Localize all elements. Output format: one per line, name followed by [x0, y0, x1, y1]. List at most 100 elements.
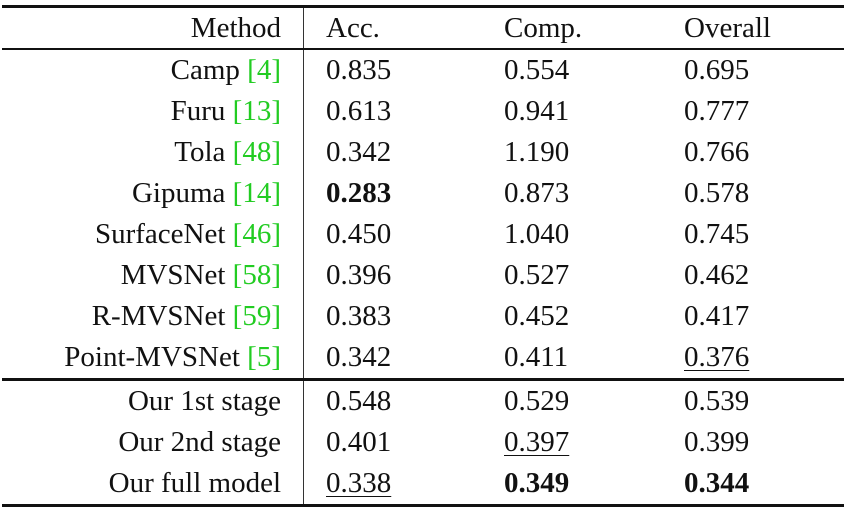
value: 0.376 — [684, 341, 750, 373]
value-cell: 0.539 — [662, 380, 844, 423]
method-name: Point-MVSNet — [64, 341, 240, 373]
value: 0.342 — [326, 136, 392, 168]
table-row: MVSNet [58] 0.396 0.527 0.462 — [2, 255, 844, 296]
value-cell: 0.401 — [304, 422, 483, 463]
value: 1.190 — [504, 136, 570, 168]
value: 0.578 — [684, 177, 750, 209]
method-cell: Tola [48] — [2, 132, 304, 173]
value: 0.766 — [684, 136, 750, 168]
value: 0.539 — [684, 385, 750, 417]
value: 0.695 — [684, 54, 750, 86]
table-row: Tola [48] 0.342 1.190 0.766 — [2, 132, 844, 173]
method-name: Furu — [170, 95, 226, 127]
value-cell: 1.040 — [482, 214, 662, 255]
method-cell: MVSNet [58] — [2, 255, 304, 296]
value-cell: 0.342 — [304, 337, 483, 380]
value: 0.411 — [504, 341, 569, 373]
value-cell: 0.777 — [662, 91, 844, 132]
method-name: Our 1st stage — [127, 385, 281, 417]
value: 0.399 — [684, 426, 750, 458]
method-name: Our full model — [108, 467, 281, 499]
citation[interactable]: [5] — [247, 341, 281, 373]
table-row: R-MVSNet [59] 0.383 0.452 0.417 — [2, 296, 844, 337]
value: 0.450 — [326, 218, 392, 250]
table-row: Gipuma [14] 0.283 0.873 0.578 — [2, 173, 844, 214]
method-cell: Furu [13] — [2, 91, 304, 132]
method-cell: Gipuma [14] — [2, 173, 304, 214]
value-cell: 0.411 — [482, 337, 662, 380]
value-cell: 0.452 — [482, 296, 662, 337]
row-group: Our 1st stage 0.548 0.529 0.539 Our 2nd stag… — [2, 379, 844, 506]
value: 0.873 — [504, 177, 570, 209]
value: 0.777 — [684, 95, 750, 127]
value: 0.396 — [326, 259, 392, 291]
value-cell: 0.417 — [662, 296, 844, 337]
method-cell: Camp [4] — [2, 49, 304, 91]
value: 0.462 — [684, 259, 750, 291]
value-cell: 1.190 — [482, 132, 662, 173]
value: 0.383 — [326, 300, 392, 332]
citation[interactable]: [14] — [232, 177, 281, 209]
citation[interactable]: [48] — [232, 136, 281, 168]
citation[interactable]: [58] — [232, 259, 281, 291]
value: 1.040 — [504, 218, 570, 250]
value-cell: 0.554 — [482, 49, 662, 91]
citation[interactable]: [59] — [232, 300, 281, 332]
method-cell: R-MVSNet [59] — [2, 296, 304, 337]
value-cell: 0.376 — [662, 337, 844, 380]
value-cell: 0.578 — [662, 173, 844, 214]
value-cell: 0.383 — [304, 296, 483, 337]
value: 0.401 — [326, 426, 392, 458]
value-cell: 0.396 — [304, 255, 483, 296]
value-cell: 0.941 — [482, 91, 662, 132]
citation[interactable]: [13] — [232, 95, 281, 127]
value: 0.344 — [684, 467, 750, 499]
method-cell: Our 1st stage — [2, 379, 304, 422]
value-cell: 0.695 — [662, 49, 844, 91]
value: 0.397 — [504, 426, 570, 458]
header-cell: Acc. — [326, 11, 380, 44]
value-cell: 0.283 — [304, 173, 483, 214]
table-row: Our full model 0.338 0.349 0.344 — [2, 463, 844, 506]
value-cell: 0.397 — [482, 422, 662, 463]
value-cell: 0.529 — [482, 380, 662, 423]
value: 0.527 — [504, 259, 570, 291]
table-row: SurfaceNet [46] 0.450 1.040 0.745 — [2, 214, 844, 255]
results-table: Method Acc. Comp. Overall Camp [4] 0.835 0… — [2, 5, 844, 507]
method-cell: Our 2nd stage — [2, 422, 304, 463]
value-cell: 0.873 — [482, 173, 662, 214]
value: 0.554 — [504, 54, 570, 86]
citation[interactable]: [46] — [232, 218, 281, 250]
value: 0.745 — [684, 218, 750, 250]
table-row: Point-MVSNet [5] 0.342 0.411 0.376 — [2, 337, 844, 380]
value-cell: 0.450 — [304, 214, 483, 255]
value: 0.342 — [326, 341, 392, 373]
value-cell: 0.399 — [662, 422, 844, 463]
header-row: Method Acc. Comp. Overall — [2, 6, 844, 49]
value: 0.283 — [326, 177, 392, 209]
method-cell: Point-MVSNet [5] — [2, 337, 304, 380]
method-cell: SurfaceNet [46] — [2, 214, 304, 255]
table-row: Camp [4] 0.835 0.554 0.695 — [2, 49, 844, 91]
value: 0.529 — [504, 385, 570, 417]
header-cell: Method — [2, 6, 304, 49]
header-cell: Comp. — [504, 11, 583, 44]
value: 0.338 — [326, 467, 392, 499]
value-cell: 0.835 — [304, 49, 483, 91]
value-cell: 0.548 — [304, 380, 483, 423]
value-cell: 0.342 — [304, 132, 483, 173]
method-name: MVSNet — [120, 259, 226, 291]
value-cell: 0.766 — [662, 132, 844, 173]
value: 0.835 — [326, 54, 392, 86]
value-cell: 0.613 — [304, 91, 483, 132]
method-cell: Our full model — [2, 463, 304, 506]
table-row: Our 1st stage 0.548 0.529 0.539 — [2, 379, 844, 423]
method-name: R-MVSNet — [91, 300, 226, 332]
value-cell: 0.462 — [662, 255, 844, 296]
citation[interactable]: [4] — [247, 54, 281, 86]
header-cell: Overall — [684, 11, 771, 44]
method-name: Gipuma — [131, 177, 226, 209]
value-cell: 0.527 — [482, 255, 662, 296]
value-cell: 0.344 — [662, 463, 844, 506]
